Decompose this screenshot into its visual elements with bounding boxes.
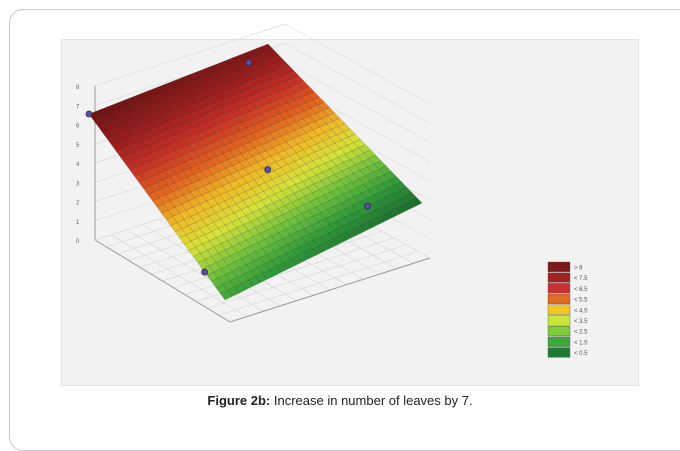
data-point [245,59,253,67]
back-wall-grid-line [284,23,431,105]
z-axis-ticks: 0 1 2 3 4 5 6 7 8 [76,85,80,245]
data-point [85,110,93,118]
legend-swatch [547,336,571,347]
z-tick-label: 3 [76,181,80,187]
z-tick-label: 4 [76,162,80,168]
legend-swatch [547,326,571,337]
legend-label: < 7.5 [574,276,588,282]
legend: > 8 < 7.5 < 6.5 < 5.5 < 4.5 < 3.5 < 2.5 < 1.5 < … [547,261,588,358]
back-wall-grid-line [284,62,431,143]
z-tick-label: 0 [76,239,80,245]
legend-swatch [547,293,571,305]
legend-swatch [547,347,571,358]
surface-plot: 0 1 2 3 4 5 6 7 8 > 8 < 7.5 < 6.5 < 5.5 < 4.5 < 3.5 < … [76,23,588,358]
legend-swatch [547,283,571,294]
data-point [264,166,272,174]
back-wall-grid-line [284,42,431,124]
data-point [201,268,209,276]
surface-cell [409,197,423,207]
floor-grid-line [218,251,419,316]
legend-label: < 2.5 [574,330,588,336]
legend-label: > 8 [574,266,583,272]
floor-grid-line [207,244,406,309]
response-surface [88,43,423,301]
legend-swatch [547,272,571,283]
data-point [364,202,371,210]
figure-caption: Figure 2b: Increase in number of leaves … [0,393,680,408]
z-tick-label: 7 [76,104,80,110]
legend-swatch [547,315,571,326]
z-tick-label: 2 [76,201,80,207]
legend-label: < 1.5 [574,340,588,346]
caption-text: Increase in number of leaves by 7. [270,393,473,408]
legend-label: < 5.5 [574,298,588,304]
legend-swatch [547,304,571,315]
legend-label: < 0.5 [574,351,588,357]
data-points [85,59,371,276]
z-tick-label: 5 [76,143,80,149]
legend-label: < 3.5 [574,319,588,325]
caption-label: Figure 2b: [207,393,271,408]
legend-swatch [547,261,571,272]
z-tick-label: 1 [76,220,80,226]
z-tick-label: 6 [76,124,80,130]
legend-label: < 4.5 [574,308,588,314]
legend-label: < 6.5 [574,287,588,293]
back-wall-grid-line [94,23,286,87]
floor-edge [94,239,431,323]
z-tick-label: 8 [76,85,80,91]
